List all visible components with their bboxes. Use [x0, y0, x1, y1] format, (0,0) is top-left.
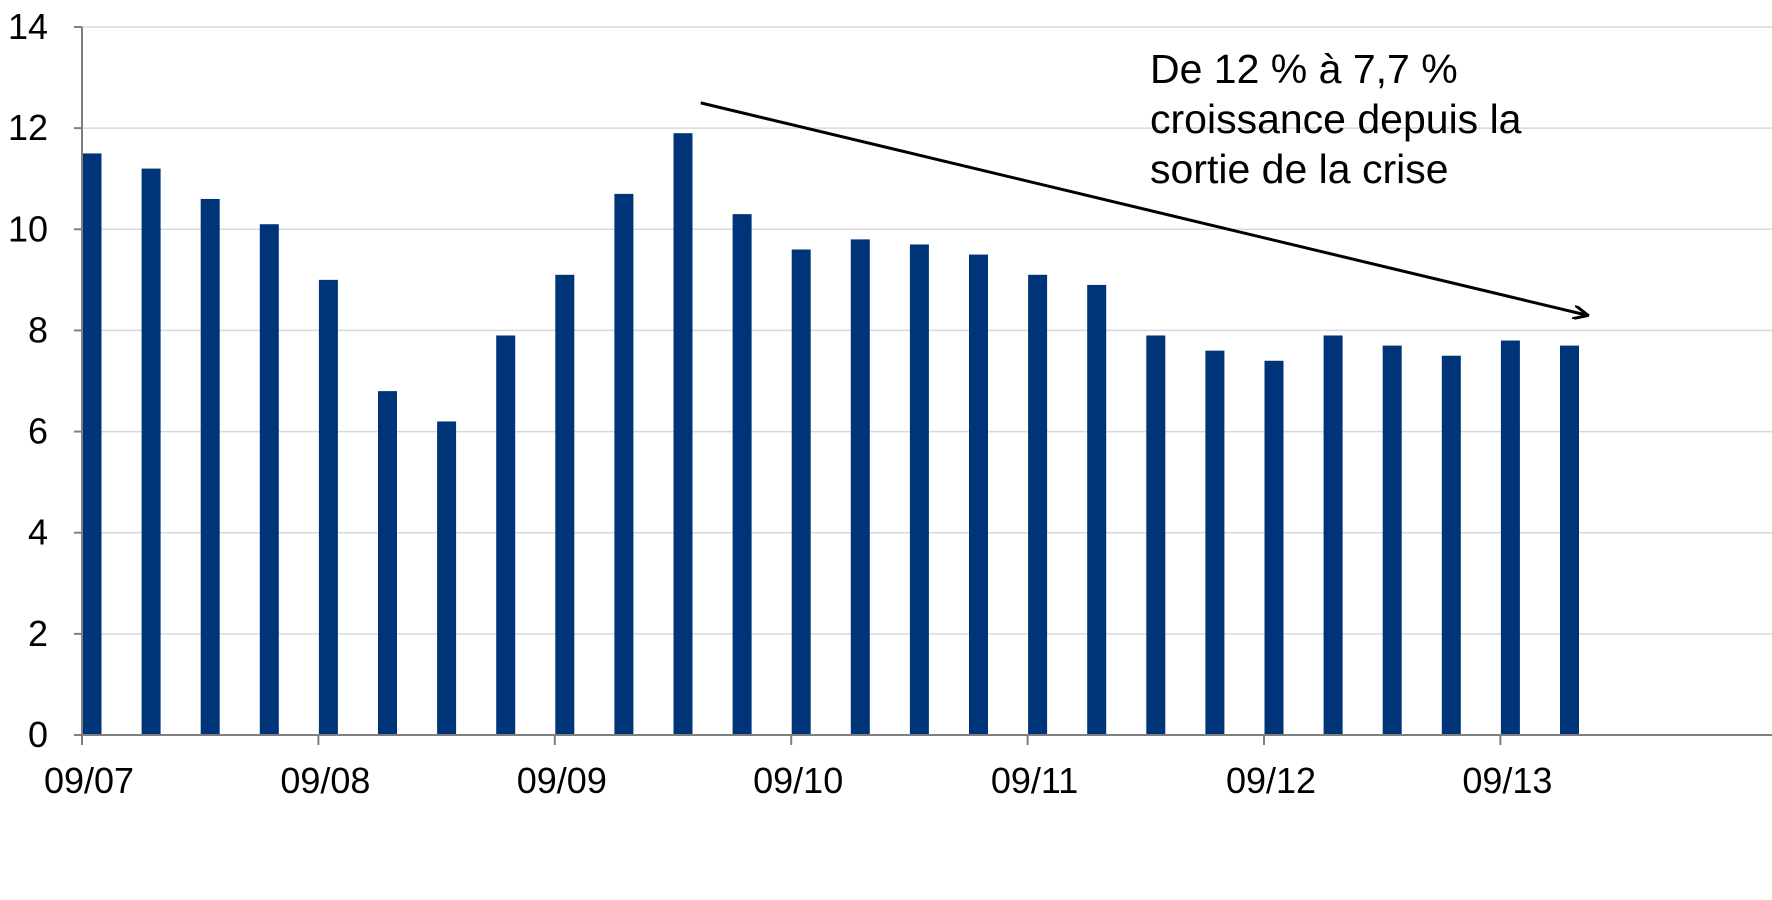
bar — [259, 224, 279, 735]
bar — [1087, 284, 1107, 735]
x-tick-label: 09/08 — [280, 760, 370, 801]
bar — [1382, 345, 1402, 735]
trend-arrow — [700, 101, 1588, 315]
bar — [614, 193, 634, 735]
bar — [850, 239, 870, 735]
bar — [1500, 340, 1520, 735]
bar — [1205, 350, 1225, 735]
y-tick-label: 0 — [28, 714, 48, 755]
annotation-text: De 12 % à 7,7 % croissance depuis la sor… — [1150, 44, 1710, 194]
bar — [1441, 355, 1461, 735]
annotation-line-3: sortie de la crise — [1150, 146, 1449, 192]
axes — [74, 26, 1772, 745]
y-tick-label: 6 — [28, 411, 48, 452]
x-tick-label: 09/12 — [1226, 760, 1316, 801]
y-axis-tick-labels: 0 2 4 6 8 10 12 14 — [8, 6, 48, 755]
x-tick-label: 09/10 — [753, 760, 843, 801]
x-tick-label: 09/11 — [991, 760, 1078, 801]
bar — [496, 335, 516, 735]
bar — [969, 254, 988, 736]
bar — [909, 244, 929, 735]
bar — [82, 153, 102, 735]
x-tick-label: 09/07 — [44, 760, 134, 801]
bar — [378, 391, 397, 735]
bar — [1264, 360, 1284, 735]
bar — [673, 133, 693, 735]
y-tick-label: 4 — [28, 512, 48, 553]
bar — [791, 249, 811, 735]
bar — [1028, 274, 1048, 735]
y-tick-label: 10 — [8, 208, 48, 249]
y-tick-label: 2 — [28, 613, 48, 654]
bar — [555, 274, 575, 735]
bar — [318, 279, 338, 735]
bar — [141, 168, 161, 736]
x-tick-label: 09/13 — [1462, 760, 1552, 801]
bars — [82, 133, 1579, 736]
bar — [1560, 345, 1579, 735]
y-tick-label: 8 — [28, 309, 48, 350]
annotation-line-1: De 12 % à 7,7 % — [1150, 46, 1458, 92]
annotation-line-2: croissance depuis la — [1150, 96, 1522, 142]
bar — [732, 214, 752, 736]
arrow-line — [700, 101, 1588, 315]
bar — [1146, 335, 1166, 735]
x-tick-label: 09/09 — [517, 760, 607, 801]
bar — [437, 421, 457, 735]
bar — [1323, 335, 1343, 735]
y-tick-label: 14 — [8, 6, 48, 47]
bar — [200, 198, 220, 735]
y-tick-label: 12 — [8, 107, 48, 148]
x-axis-tick-labels: 09/07 09/08 09/09 09/10 09/11 09/12 09/13 — [44, 760, 1552, 801]
